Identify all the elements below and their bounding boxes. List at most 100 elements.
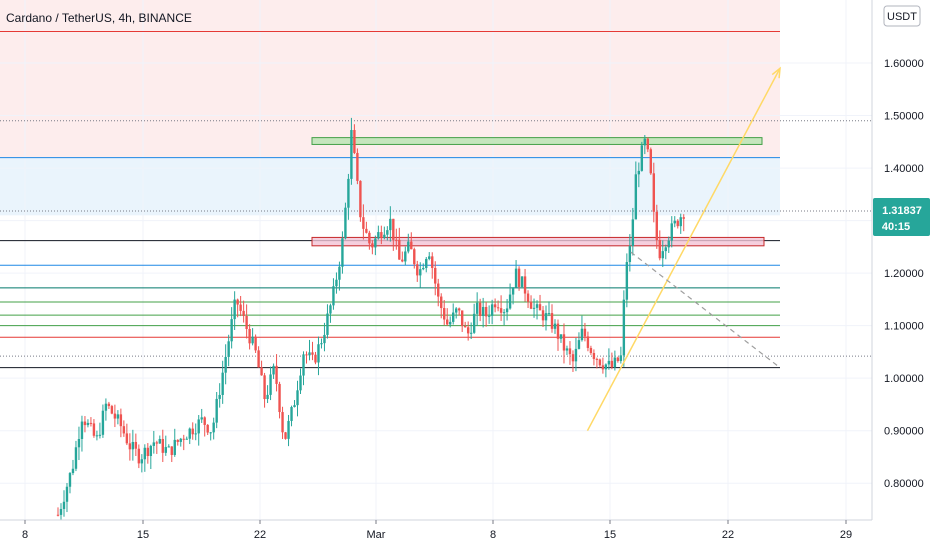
candle-body bbox=[182, 438, 185, 440]
candle-body bbox=[454, 308, 458, 313]
currency-badge[interactable] bbox=[883, 5, 921, 27]
resistance-zone bbox=[0, 0, 780, 158]
drawings bbox=[586, 66, 781, 432]
candle-body bbox=[290, 407, 293, 421]
candle-body bbox=[466, 327, 470, 334]
time-tick-label: 8 bbox=[490, 529, 496, 541]
candle-body bbox=[481, 306, 485, 317]
candle-body bbox=[242, 310, 245, 316]
price-axis-panel bbox=[872, 0, 932, 520]
candle-body bbox=[89, 422, 93, 424]
candle-body bbox=[140, 459, 144, 464]
candle-body bbox=[496, 307, 500, 309]
price-tick-label: 0.90000 bbox=[884, 426, 924, 438]
candle-body bbox=[478, 302, 482, 317]
candle-body bbox=[380, 232, 383, 239]
candle-body bbox=[655, 211, 658, 241]
candle-body bbox=[598, 359, 602, 366]
candle-body bbox=[206, 424, 209, 433]
candle-body bbox=[434, 267, 437, 284]
candle-body bbox=[212, 422, 215, 433]
candle-body bbox=[65, 486, 69, 502]
candle-body bbox=[149, 445, 153, 457]
candle-body bbox=[535, 304, 539, 308]
candle-body bbox=[197, 419, 200, 434]
candle-body bbox=[68, 473, 72, 487]
time-tick-label: 8 bbox=[22, 529, 28, 541]
candle-body bbox=[236, 299, 239, 305]
projection-arrow-line bbox=[586, 67, 781, 432]
candle-body bbox=[613, 357, 617, 368]
candle-body bbox=[586, 336, 590, 348]
last-price-tag-bg bbox=[873, 197, 930, 236]
candle-body bbox=[416, 264, 419, 276]
candle-body bbox=[553, 323, 557, 329]
candle-body bbox=[308, 352, 311, 356]
candle-body bbox=[395, 239, 398, 241]
candle-body bbox=[314, 354, 317, 363]
candle-body bbox=[389, 218, 392, 231]
candle-body bbox=[616, 357, 620, 362]
time-axis: 8 15 22 Mar 8 15 22 29 bbox=[22, 520, 852, 541]
candle-body bbox=[311, 352, 314, 355]
candle-body bbox=[194, 433, 197, 435]
candle-body bbox=[499, 308, 503, 313]
candle-body bbox=[74, 447, 78, 469]
candle-body bbox=[658, 240, 661, 259]
candle-body bbox=[472, 313, 476, 333]
candle-body bbox=[505, 308, 509, 313]
candle-body bbox=[200, 417, 203, 420]
candle-body bbox=[490, 304, 494, 316]
candle-body bbox=[272, 365, 275, 375]
candle-body bbox=[371, 243, 374, 248]
candle-body bbox=[446, 319, 449, 325]
candle-body bbox=[511, 287, 515, 295]
candle-body bbox=[224, 356, 227, 373]
candle-body bbox=[329, 305, 332, 314]
candle-body bbox=[508, 294, 512, 309]
candle-body bbox=[449, 321, 452, 325]
candle-body bbox=[413, 249, 416, 265]
time-tick-label: 22 bbox=[254, 529, 266, 541]
time-tick-label: 29 bbox=[840, 529, 852, 541]
candle-body bbox=[383, 234, 386, 239]
candle-body bbox=[574, 348, 578, 362]
candle-body bbox=[227, 341, 230, 357]
candle-body bbox=[209, 432, 212, 434]
candle-body bbox=[266, 394, 269, 400]
candle-body bbox=[155, 442, 158, 444]
candle-body bbox=[460, 310, 464, 327]
candle-body bbox=[523, 276, 527, 294]
dashed-trendline bbox=[630, 251, 781, 369]
candle-body bbox=[532, 307, 536, 309]
candle-body bbox=[670, 223, 673, 241]
price-tick-label: 1.00000 bbox=[884, 373, 924, 385]
green-resistance-box bbox=[311, 137, 763, 145]
chart-title: Cardano / TetherUS, 4h, BINANCE bbox=[6, 11, 192, 25]
candle-body bbox=[401, 259, 404, 262]
candle-body bbox=[529, 301, 533, 309]
candle-body bbox=[538, 304, 542, 311]
candle-body bbox=[431, 256, 434, 268]
candle-body bbox=[101, 410, 105, 435]
candle-body bbox=[502, 312, 506, 314]
candle-body bbox=[179, 438, 182, 442]
candle-body bbox=[275, 365, 278, 384]
candle-body bbox=[520, 276, 524, 287]
candle-body bbox=[443, 308, 446, 320]
candle-body bbox=[676, 220, 679, 227]
candle-body bbox=[296, 390, 299, 406]
candle-body bbox=[619, 355, 623, 362]
candle-body bbox=[514, 268, 518, 288]
candle-body bbox=[293, 405, 296, 408]
candle-body bbox=[368, 232, 371, 244]
candle-body bbox=[640, 145, 644, 171]
candle-body bbox=[604, 364, 608, 370]
candle-body bbox=[469, 332, 473, 334]
candle-body bbox=[131, 441, 135, 450]
candle-body bbox=[410, 241, 413, 250]
candle-body bbox=[463, 326, 467, 328]
candle-body bbox=[299, 375, 302, 391]
candle-body bbox=[260, 367, 263, 376]
